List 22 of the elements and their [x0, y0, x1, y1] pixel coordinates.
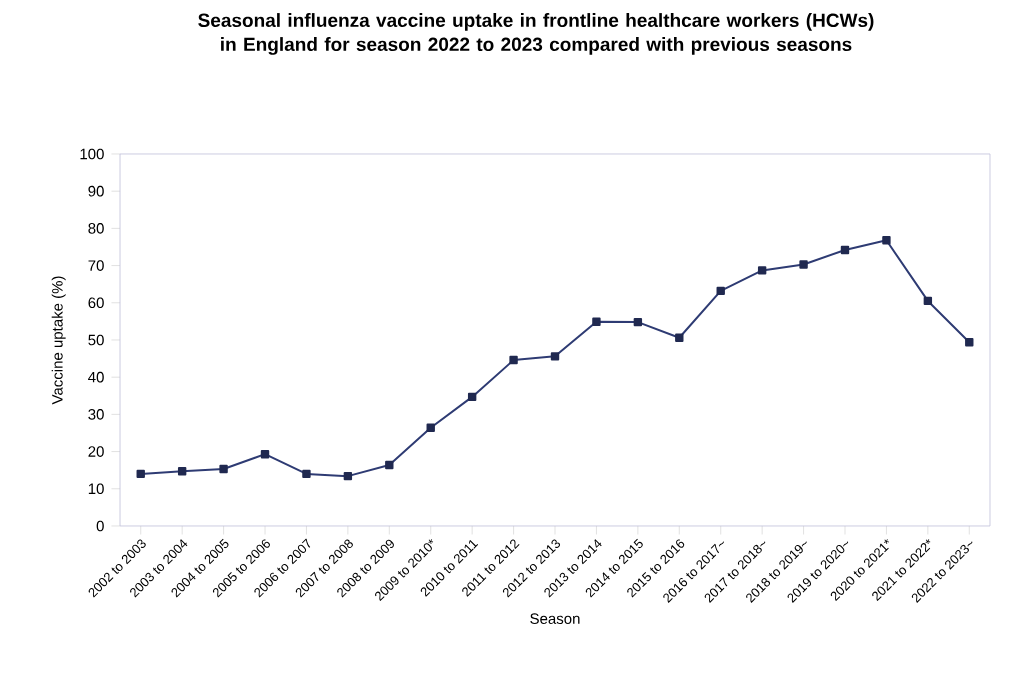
chart-title: Seasonal influenza vaccine uptake in frontline healthcare workers (HCWs) in England for season 2022 to 2023 compared with previous seasons: [198, 13, 874, 55]
point: [302, 469, 311, 479]
point: [385, 460, 394, 470]
point: [509, 355, 518, 365]
point: [757, 266, 767, 275]
point: [177, 467, 187, 476]
point: [675, 333, 684, 342]
point: [550, 352, 560, 361]
point: [592, 317, 601, 326]
point: [426, 423, 435, 432]
point: [716, 286, 725, 296]
point: [467, 392, 477, 402]
point: [633, 317, 643, 327]
point: [882, 236, 891, 245]
point: [799, 260, 808, 269]
point: [965, 338, 974, 347]
point: [343, 471, 353, 481]
point: [260, 449, 270, 459]
point: [923, 296, 933, 306]
point: [840, 245, 850, 255]
point: [219, 464, 228, 474]
point: [136, 469, 145, 479]
